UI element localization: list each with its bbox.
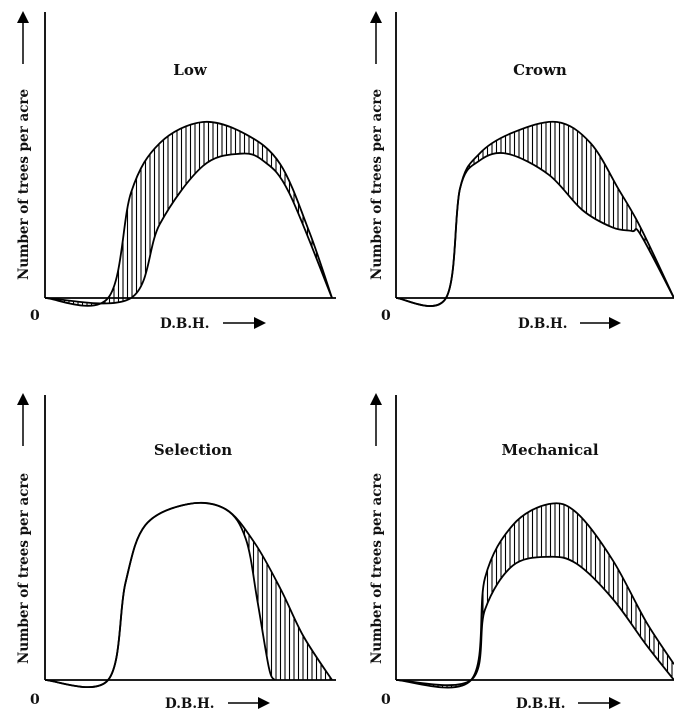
after-thinning-curve [395,152,674,307]
removed-trees-area [45,121,332,306]
removed-trees-area [396,503,674,688]
x-axis-label: D.B.H. [160,316,210,332]
after-thinning-curve [44,502,276,689]
before-thinning-curve [395,502,674,689]
panel-title: Low [173,61,208,79]
panel-mechanical: 0 D.B.H. Number of trees per acre Mechan… [369,393,674,712]
after-thinning-curve [395,555,674,687]
panel-title: Crown [513,61,567,79]
panel-low: 0 D.B.H. Number of trees per acre Low [16,11,336,332]
origin-label: 0 [381,308,391,324]
panel-title: Selection [154,441,232,459]
y-axis-label: Number of trees per acre [16,473,32,664]
x-axis-label: D.B.H. [518,316,568,332]
origin-label: 0 [30,308,40,324]
x-axis-label: D.B.H. [165,696,215,712]
y-axis-label: Number of trees per acre [369,89,385,280]
x-axis-label: D.B.H. [516,696,566,712]
panel-crown: 0 D.B.H. Number of trees per acre Crown [369,11,674,332]
before-thinning-curve [44,120,333,307]
origin-label: 0 [30,692,40,708]
removed-trees-area [396,121,674,307]
y-axis-label: Number of trees per acre [16,89,32,280]
panel-title: Mechanical [501,441,598,459]
panel-selection: 0 D.B.H. Number of trees per acre Select… [16,393,336,712]
y-axis-label: Number of trees per acre [369,473,385,664]
origin-label: 0 [381,692,391,708]
after-thinning-curve [44,152,333,305]
removed-trees-area [45,502,332,688]
